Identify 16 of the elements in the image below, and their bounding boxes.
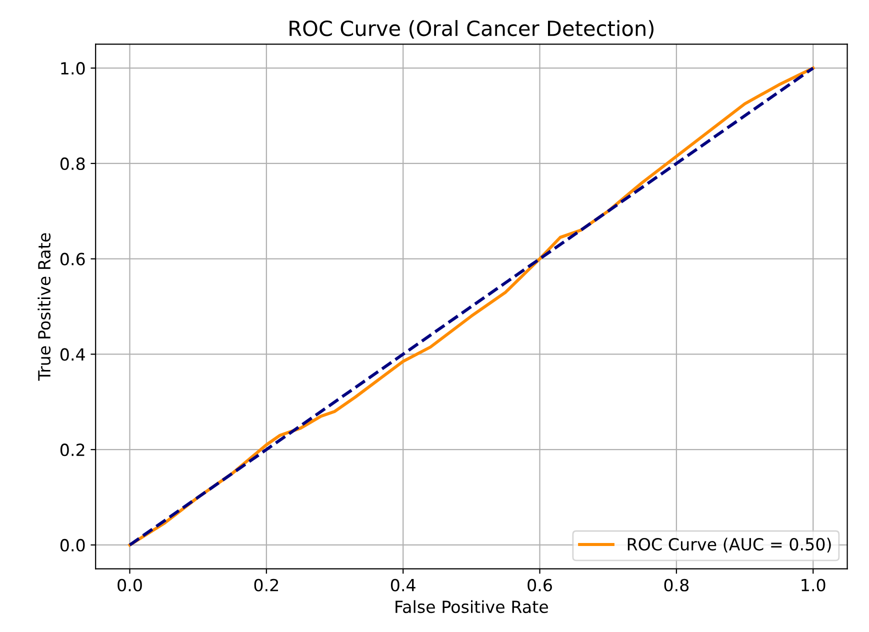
y-tick-label: 0.8 — [60, 157, 85, 170]
text: 0.0 — [60, 538, 85, 552]
y-tick-label: 0.2 — [60, 444, 84, 456]
text: 1.0 — [802, 578, 826, 592]
x-axis-title: False Positive Rate — [396, 600, 548, 614]
x-tick-label: 0.8 — [664, 578, 689, 592]
y-tick-label: 0.4 — [60, 348, 85, 361]
legend-label: ROC Curve (AUC = 0.50) — [628, 538, 831, 553]
x-tick-label: 0.4 — [390, 578, 416, 592]
text: 1.0 — [61, 62, 85, 75]
text: 0.0 — [118, 578, 142, 592]
chart-title: ROC Curve (Oral Cancer Detection) — [290, 20, 654, 39]
y-tick-label: 0.6 — [60, 252, 85, 266]
x-tick-label: 0.2 — [254, 578, 278, 592]
y-axis-title: True Positive Rate — [38, 233, 51, 381]
x-tick-label: 0.6 — [528, 578, 552, 592]
